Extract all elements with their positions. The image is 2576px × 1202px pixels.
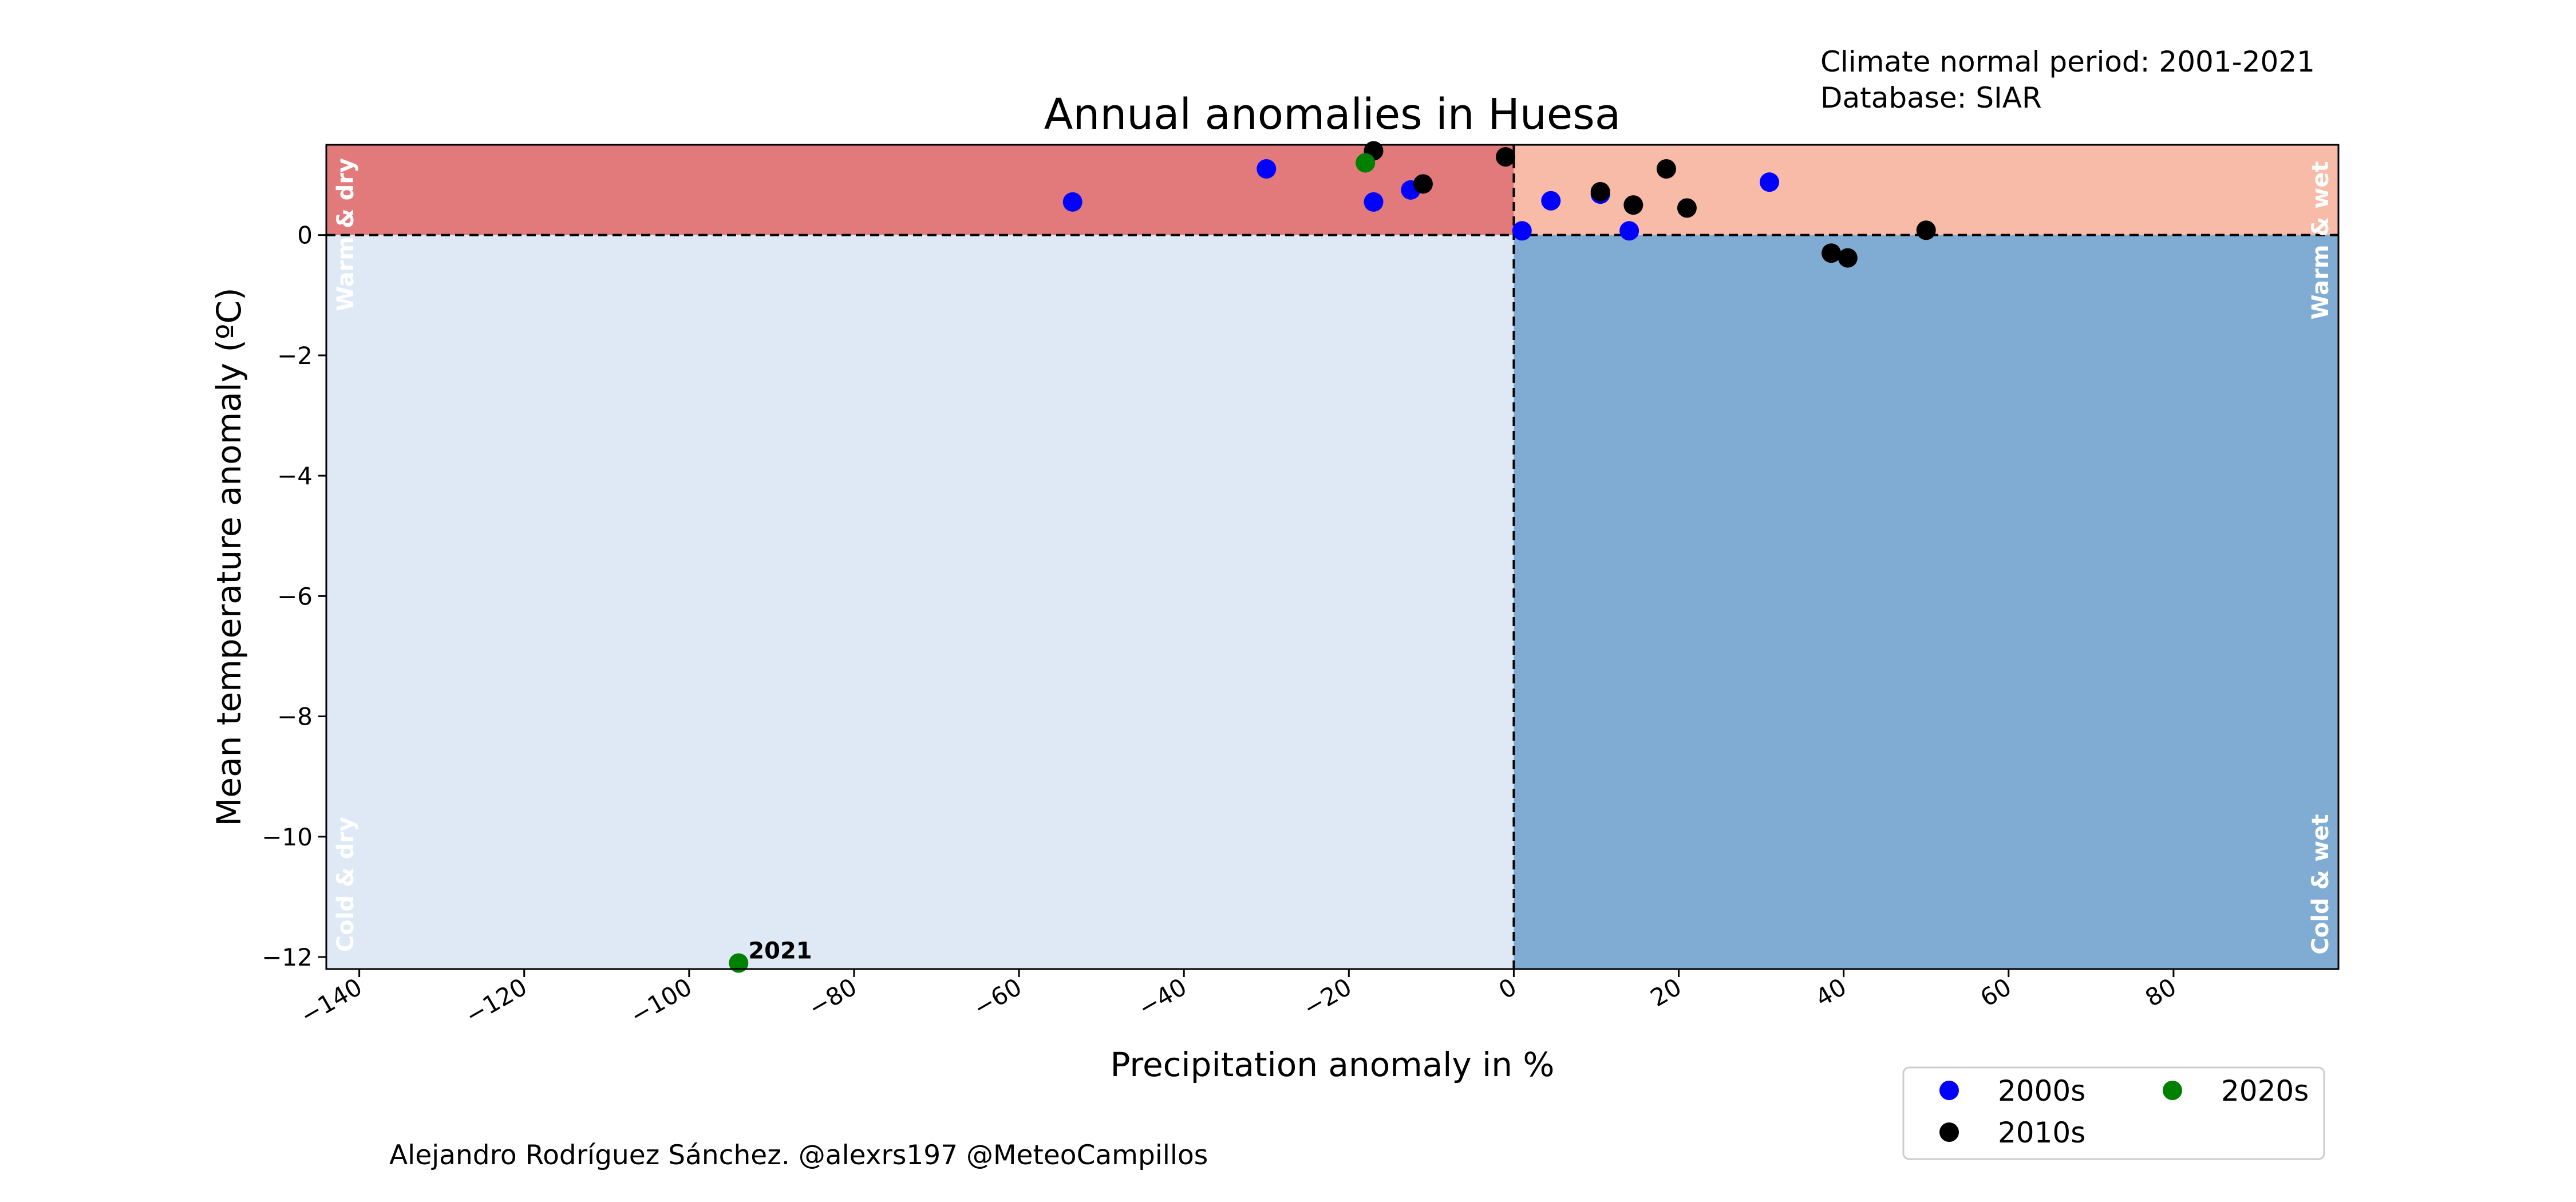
- y-tick-label: −10: [262, 823, 313, 851]
- quadrant-backgrounds: [326, 145, 2338, 969]
- x-tick-label: −120: [460, 972, 531, 1030]
- data-point-2000s: [1257, 159, 1277, 179]
- x-axis-ticks: −140 −120 −100 −80 −60 −40 −20 0 20 40 60 80: [295, 969, 2181, 1030]
- data-point-2000s: [1619, 221, 1639, 241]
- legend-label-2020s: 2020s: [2221, 1074, 2309, 1108]
- quadrant-warm-dry: [326, 145, 1514, 235]
- data-point-2010s: [1656, 159, 1676, 179]
- quadrant-labels: Warm & dry Warm & wet Cold & dry Cold & wet: [333, 158, 2334, 955]
- x-axis-label: Precipitation anomaly in %: [1110, 1045, 1554, 1084]
- data-point-2010s: [1838, 248, 1858, 268]
- legend-label-2010s: 2010s: [1998, 1116, 2085, 1149]
- legend-box: [1902, 1066, 2325, 1160]
- x-tick-label: 20: [1646, 972, 1686, 1012]
- y-tick-label: −6: [277, 582, 313, 610]
- data-point-2010s: [1822, 243, 1842, 263]
- legend-marker-2020s: [2163, 1081, 2182, 1100]
- database-info: Database: SIAR: [1820, 81, 2042, 114]
- legend-marker-2010s: [1939, 1122, 1959, 1142]
- x-tick-label: 0: [1494, 972, 1522, 1005]
- zero-reference-lines: [326, 145, 2338, 969]
- chart-title: Annual anomalies in Huesa: [1044, 90, 1621, 139]
- data-point-2000s: [1760, 172, 1780, 192]
- y-tick-label: −2: [277, 342, 313, 370]
- legend-label-2000s: 2000s: [1998, 1074, 2085, 1108]
- label-cold-wet: Cold & wet: [2308, 814, 2334, 954]
- data-point-2000s: [1541, 191, 1561, 211]
- y-tick-label: −8: [277, 703, 313, 731]
- x-tick-label: −20: [1298, 972, 1356, 1022]
- x-tick-label: −40: [1133, 972, 1191, 1022]
- plot-frame: [325, 144, 2340, 970]
- author-credit: Alejandro Rodríguez Sánchez. @alexrs197 …: [389, 1140, 1208, 1171]
- data-point-2020s: [729, 953, 749, 973]
- data-point-2010s: [1590, 181, 1610, 201]
- label-warm-dry: Warm & dry: [333, 158, 359, 311]
- y-axis-label: Mean temperature anomaly (ºC): [210, 287, 248, 826]
- x-tick-label: −100: [625, 972, 696, 1030]
- data-point-2020s: [1356, 153, 1376, 173]
- data-point-2010s: [1496, 147, 1516, 167]
- label-warm-wet: Warm & wet: [2308, 161, 2334, 319]
- point-annotation: 2021: [748, 938, 812, 964]
- y-axis-ticks: 0 −2 −4 −6 −8 −10 −12: [262, 222, 326, 971]
- data-point-2010s: [1916, 220, 1936, 240]
- x-tick-label: −80: [804, 972, 862, 1022]
- data-point-2010s: [1623, 195, 1643, 215]
- y-tick-label: −12: [262, 943, 313, 971]
- data-point-2010s: [1677, 198, 1697, 218]
- data-point-2010s: [1413, 174, 1433, 194]
- quadrant-cold-wet: [1514, 235, 2338, 969]
- x-tick-label: −140: [295, 972, 366, 1030]
- legend: 2000s 2010s 2020s: [1902, 1066, 2325, 1160]
- quadrant-warm-wet: [1514, 145, 2338, 235]
- x-tick-label: 60: [1976, 972, 2016, 1012]
- x-tick-label: −60: [969, 972, 1026, 1022]
- x-tick-label: 40: [1811, 972, 1851, 1012]
- data-point-2000s: [1512, 221, 1532, 241]
- data-point-2000s: [1062, 192, 1082, 212]
- x-tick-label: 80: [2140, 972, 2181, 1012]
- legend-marker-2000s: [1939, 1081, 1959, 1100]
- data-points: 2021: [729, 141, 1936, 973]
- label-cold-dry: Cold & dry: [333, 817, 359, 952]
- data-point-2000s: [1364, 192, 1384, 212]
- y-tick-label: −4: [277, 462, 313, 490]
- y-tick-label: 0: [297, 222, 313, 250]
- climate-normal-period: Climate normal period: 2001-2021: [1820, 45, 2315, 78]
- quadrant-cold-dry: [326, 235, 1514, 969]
